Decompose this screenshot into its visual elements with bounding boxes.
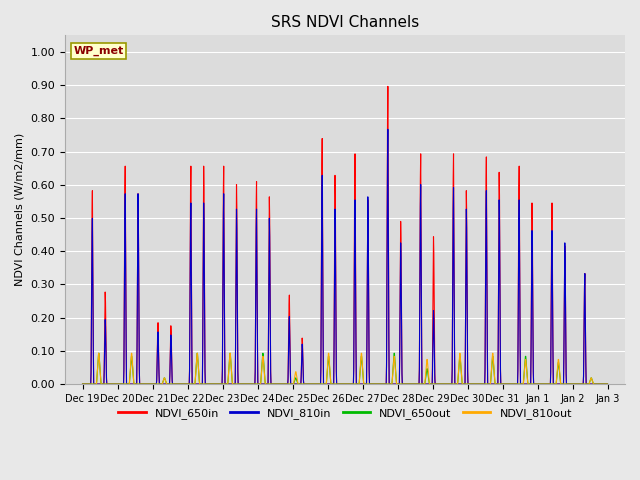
NDVI_810out bbox=[441, 381, 449, 387]
Line: NDVI_650out: NDVI_650out bbox=[83, 353, 607, 384]
NDVI_810in bbox=[384, 126, 392, 132]
Text: WP_met: WP_met bbox=[74, 46, 124, 56]
NDVI_810in bbox=[316, 381, 324, 387]
NDVI_810out bbox=[95, 350, 102, 356]
Line: NDVI_810in: NDVI_810in bbox=[83, 129, 607, 384]
NDVI_650in bbox=[604, 381, 611, 387]
NDVI_810in bbox=[88, 216, 96, 221]
NDVI_650out bbox=[316, 381, 324, 387]
NDVI_810out bbox=[348, 381, 355, 387]
NDVI_810in bbox=[79, 381, 86, 387]
NDVI_650out bbox=[570, 381, 578, 387]
NDVI_650in bbox=[441, 381, 449, 387]
Legend: NDVI_650in, NDVI_810in, NDVI_650out, NDVI_810out: NDVI_650in, NDVI_810in, NDVI_650out, NDV… bbox=[114, 404, 577, 424]
NDVI_650in bbox=[348, 381, 355, 387]
NDVI_810out bbox=[88, 381, 96, 387]
NDVI_810in bbox=[441, 381, 449, 387]
NDVI_810in bbox=[348, 381, 355, 387]
NDVI_810in bbox=[570, 381, 578, 387]
NDVI_650in bbox=[316, 381, 324, 387]
NDVI_650out bbox=[173, 381, 180, 387]
NDVI_810out bbox=[79, 381, 86, 387]
NDVI_650out bbox=[88, 381, 96, 387]
NDVI_650out bbox=[79, 381, 86, 387]
NDVI_810out bbox=[173, 381, 180, 387]
NDVI_810out bbox=[604, 381, 611, 387]
NDVI_650in bbox=[79, 381, 86, 387]
NDVI_650in bbox=[384, 84, 392, 89]
NDVI_810out bbox=[570, 381, 578, 387]
NDVI_650in bbox=[570, 381, 578, 387]
NDVI_650out bbox=[441, 381, 449, 387]
NDVI_810out bbox=[316, 381, 324, 387]
Y-axis label: NDVI Channels (W/m2/mm): NDVI Channels (W/m2/mm) bbox=[15, 133, 25, 287]
NDVI_650out bbox=[348, 381, 355, 387]
NDVI_650out bbox=[95, 350, 102, 356]
Line: NDVI_810out: NDVI_810out bbox=[83, 353, 607, 384]
NDVI_650in bbox=[88, 188, 96, 193]
NDVI_810in bbox=[173, 381, 180, 387]
NDVI_650out bbox=[604, 381, 611, 387]
Line: NDVI_650in: NDVI_650in bbox=[83, 86, 607, 384]
NDVI_650in bbox=[173, 381, 180, 387]
NDVI_810in bbox=[604, 381, 611, 387]
Title: SRS NDVI Channels: SRS NDVI Channels bbox=[271, 15, 419, 30]
